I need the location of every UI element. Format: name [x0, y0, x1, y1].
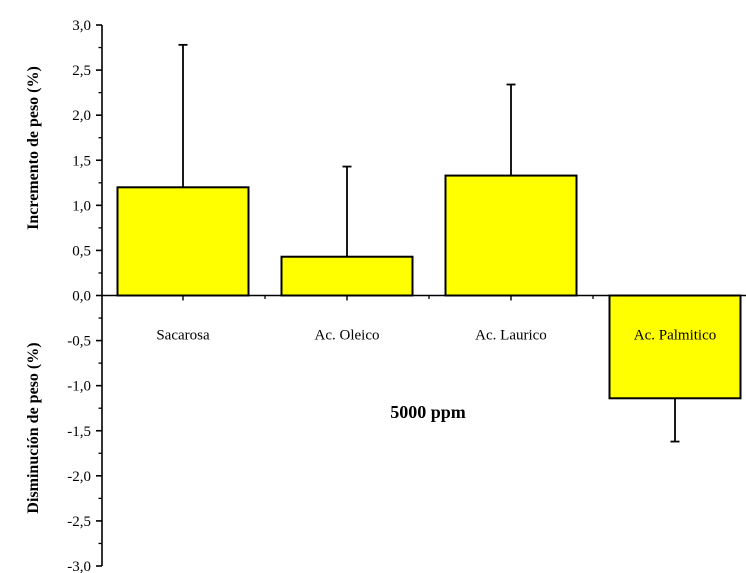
y-tick-label: -1,5 — [67, 424, 91, 440]
y-tick-label: -2,5 — [67, 514, 91, 530]
y-axis-label-positive: Incremento de peso (%) — [25, 66, 42, 230]
concentration-annotation: 5000 ppm — [390, 402, 466, 422]
category-label: Ac. Laurico — [475, 328, 547, 344]
category-label: Ac. Oleico — [315, 328, 380, 344]
bar-2 — [444, 174, 578, 297]
y-tick-label: -0,5 — [67, 334, 91, 350]
y-tick-label: -2,0 — [67, 469, 91, 485]
y-tick-label: 0,0 — [72, 289, 91, 305]
bar-0 — [116, 186, 250, 297]
bars — [116, 43, 742, 443]
y-tick-label: 0,5 — [72, 243, 91, 259]
category-label: Sacarosa — [156, 328, 210, 344]
y-tick-label: -3,0 — [67, 559, 91, 573]
y-axis-label-negative: Disminución de peso (%) — [25, 342, 42, 513]
y-tick-label: 1,5 — [72, 153, 91, 169]
category-label: Ac. Palmitico — [634, 328, 717, 344]
bar-1 — [280, 255, 414, 297]
y-tick-label: 2,0 — [72, 108, 91, 124]
bar-3 — [608, 294, 742, 400]
labels: 3,0 2,5 2,0 1,5 1,0 0,5 0,0 -0,5 -1,0 -1,5 -2,0 -2,… — [67, 18, 716, 573]
y-tick-label: 2,5 — [72, 63, 91, 79]
y-tick-label: 1,0 — [72, 198, 91, 214]
y-tick-label: -1,0 — [67, 379, 91, 395]
y-tick-label: 3,0 — [72, 18, 91, 34]
